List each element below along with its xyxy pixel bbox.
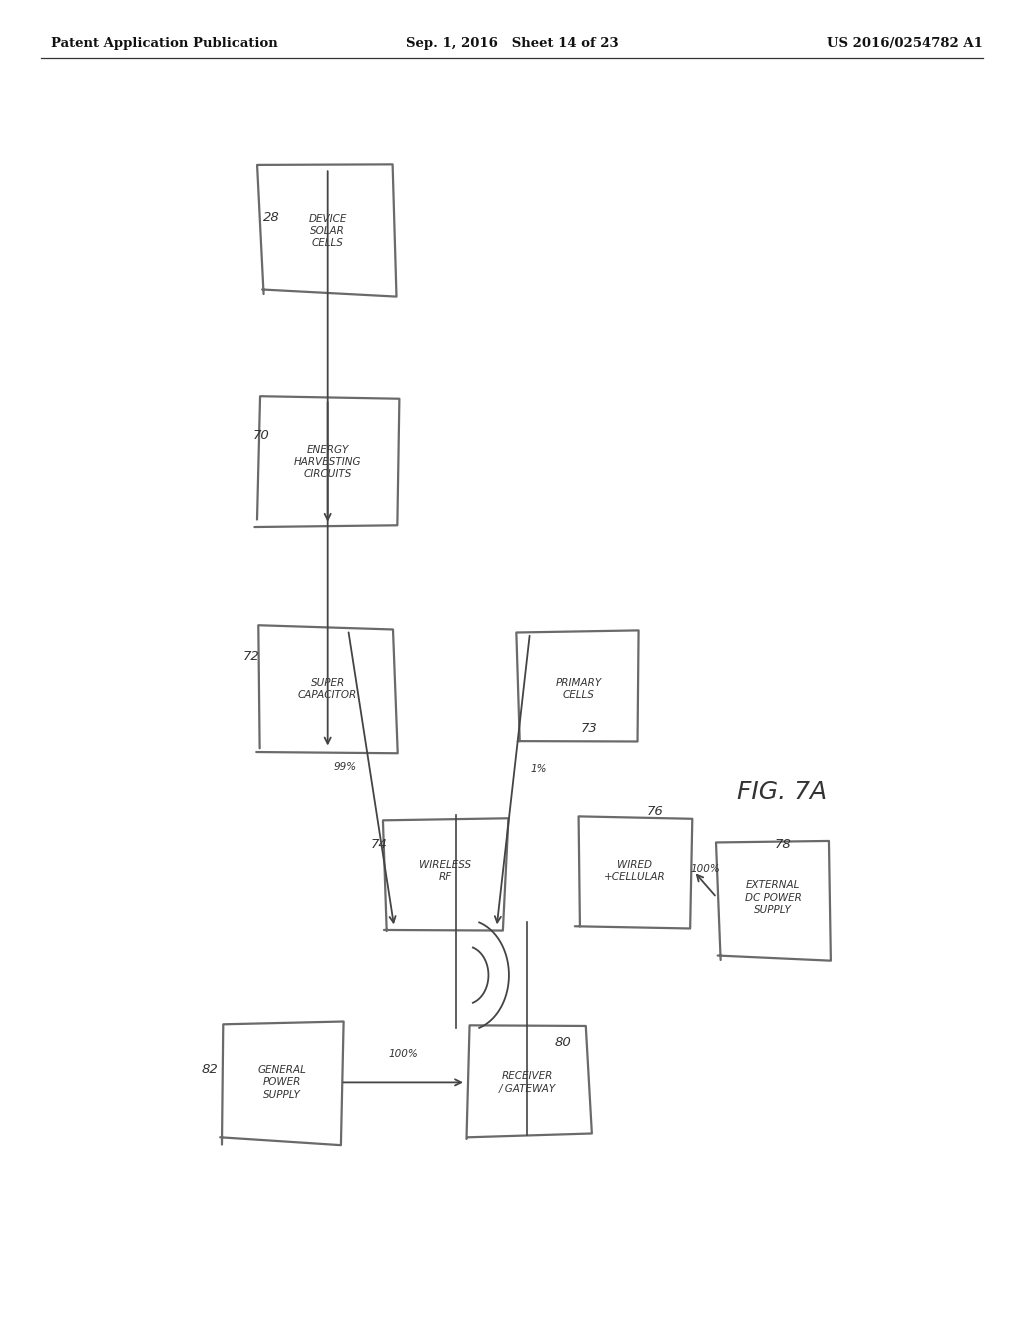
Text: 80: 80 — [555, 1036, 571, 1049]
Text: WIRED
+CELLULAR: WIRED +CELLULAR — [604, 861, 666, 882]
Text: 100%: 100% — [690, 863, 720, 874]
Text: RECEIVER
/ GATEWAY: RECEIVER / GATEWAY — [499, 1072, 556, 1093]
Text: 82: 82 — [202, 1063, 218, 1076]
Text: FIG. 7A: FIG. 7A — [737, 780, 827, 804]
Text: 72: 72 — [243, 649, 259, 663]
Text: 100%: 100% — [388, 1048, 418, 1059]
Text: 70: 70 — [253, 429, 269, 442]
Text: 1%: 1% — [530, 763, 547, 774]
Text: 28: 28 — [263, 211, 280, 224]
Text: Patent Application Publication: Patent Application Publication — [51, 37, 278, 50]
Text: 99%: 99% — [334, 762, 357, 772]
Text: Sep. 1, 2016   Sheet 14 of 23: Sep. 1, 2016 Sheet 14 of 23 — [406, 37, 618, 50]
Text: SUPER
CAPACITOR: SUPER CAPACITOR — [298, 678, 357, 700]
Text: GENERAL
POWER
SUPPLY: GENERAL POWER SUPPLY — [257, 1065, 306, 1100]
Text: 78: 78 — [775, 838, 792, 851]
Text: 74: 74 — [371, 838, 387, 851]
Text: US 2016/0254782 A1: US 2016/0254782 A1 — [827, 37, 983, 50]
Text: 76: 76 — [647, 805, 664, 818]
Text: 73: 73 — [581, 722, 597, 735]
Text: WIRELESS
RF: WIRELESS RF — [420, 861, 471, 882]
Text: EXTERNAL
DC POWER
SUPPLY: EXTERNAL DC POWER SUPPLY — [744, 880, 802, 915]
Text: PRIMARY
CELLS: PRIMARY CELLS — [555, 678, 602, 700]
Text: DEVICE
SOLAR
CELLS: DEVICE SOLAR CELLS — [308, 214, 347, 248]
Text: ENERGY
HARVESTING
CIRCUITS: ENERGY HARVESTING CIRCUITS — [294, 445, 361, 479]
